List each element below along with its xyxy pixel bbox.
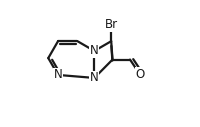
Text: N: N [90,72,99,84]
Text: Br: Br [105,18,118,31]
Text: N: N [90,44,99,57]
Text: N: N [54,68,62,81]
Text: O: O [135,68,144,81]
